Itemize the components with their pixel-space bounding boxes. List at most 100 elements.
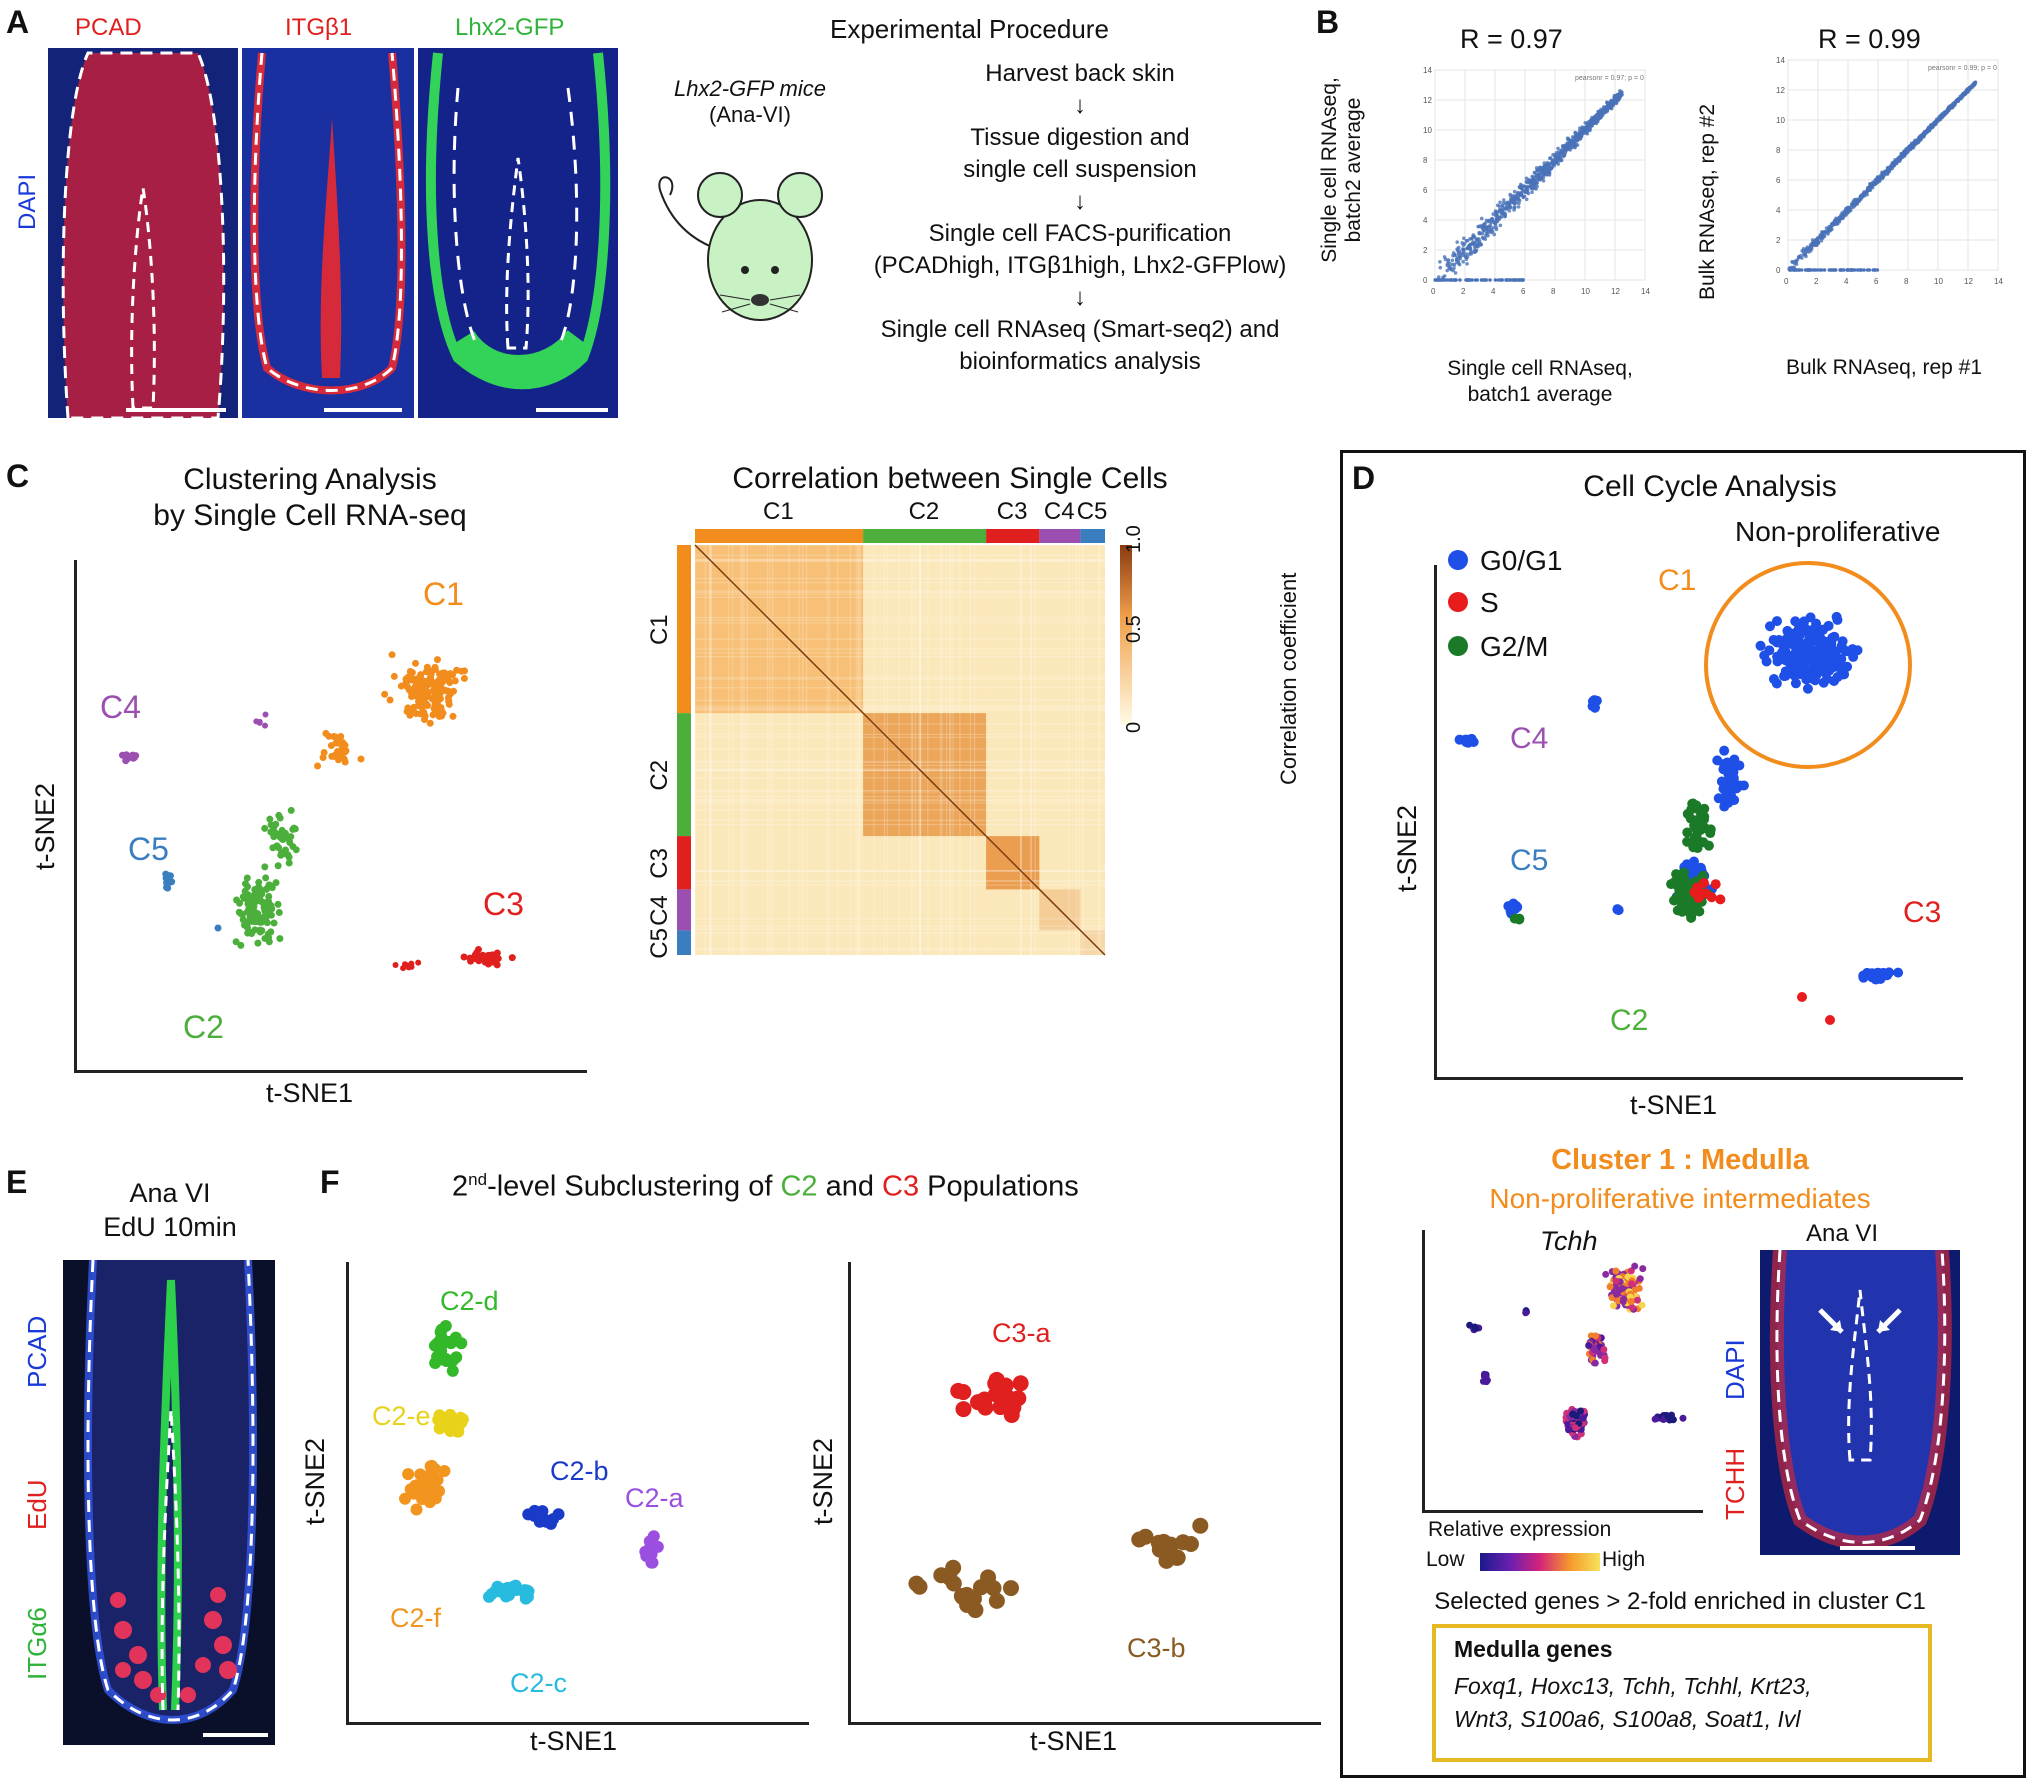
c1-point xyxy=(431,663,439,671)
g2m-point xyxy=(1672,905,1683,916)
c2-point xyxy=(244,891,252,899)
c1-point xyxy=(431,701,439,709)
tick-label-x: 4 xyxy=(1491,287,1496,296)
heatmap-row-label: C2 xyxy=(646,760,673,791)
d-cellcycle-plot: G0/G1 S G2/M C1 C4 C5 C3 C2 xyxy=(1448,545,1941,1037)
data-point xyxy=(1855,201,1859,206)
g0g1-point xyxy=(1823,653,1834,664)
data-point xyxy=(1833,268,1838,272)
d-dapi-label: DAPI xyxy=(1720,1339,1750,1400)
data-point xyxy=(1465,261,1469,266)
data-point xyxy=(1827,224,1832,229)
c2b-label: C2-b xyxy=(550,1456,609,1486)
c3-point xyxy=(400,965,407,972)
c2-point xyxy=(239,916,247,924)
tchh-point xyxy=(1679,1414,1687,1422)
g0g1-point xyxy=(1842,661,1853,672)
data-point xyxy=(1465,246,1470,250)
c1-point xyxy=(322,729,330,737)
data-point xyxy=(1507,278,1512,282)
tchh-point xyxy=(1612,1267,1620,1275)
data-point xyxy=(1609,104,1614,108)
stain-pcad: PCAD xyxy=(75,14,142,41)
c1-point xyxy=(420,709,428,717)
f-title-and: and xyxy=(817,1170,883,1203)
data-point xyxy=(1505,205,1509,210)
data-point xyxy=(1886,169,1890,173)
data-point xyxy=(1462,236,1466,241)
b-left-xlabel-2: batch1 average xyxy=(1467,383,1613,406)
data-point xyxy=(1512,189,1517,194)
corr-title: Correlation between Single Cells xyxy=(732,462,1168,495)
c3a-point xyxy=(1003,1406,1020,1423)
b-left-xlabel-1: Single cell RNAseq, xyxy=(1447,357,1633,380)
c2d-point xyxy=(450,1351,463,1364)
data-point xyxy=(1500,204,1505,209)
g0g1-point xyxy=(1802,683,1813,694)
data-point xyxy=(1459,251,1464,256)
c3a-point xyxy=(955,1401,972,1418)
c2-point xyxy=(233,896,241,904)
data-point xyxy=(1946,105,1951,110)
cluster-bar-top xyxy=(1039,529,1081,543)
c1-point xyxy=(453,666,461,674)
data-point xyxy=(1572,141,1577,145)
c2d-label: C2-d xyxy=(440,1286,499,1316)
c3a-point xyxy=(955,1384,972,1401)
data-point xyxy=(1549,165,1553,169)
data-point xyxy=(1805,249,1809,253)
g0g1-point xyxy=(1839,669,1850,680)
tick-label-y: 4 xyxy=(1423,216,1428,225)
data-point xyxy=(1489,230,1494,235)
data-point xyxy=(1823,230,1828,234)
data-point xyxy=(1838,268,1842,272)
c3a-point xyxy=(1010,1390,1027,1407)
c2-point xyxy=(284,835,292,843)
c2-point xyxy=(267,911,275,919)
colorbar-tick: 0 xyxy=(1123,722,1145,733)
pearson-note: pearsonr = 0.97; p = 0 xyxy=(1575,75,1644,82)
c2-point xyxy=(272,820,280,828)
f-c3-subcluster-plot: C3-a C3-b xyxy=(908,1318,1209,1663)
tchh-point xyxy=(1627,1298,1635,1306)
data-point xyxy=(1507,203,1512,207)
c2-point xyxy=(275,909,283,917)
c1-point xyxy=(408,693,416,701)
tick-label-x: 12 xyxy=(1611,287,1620,296)
g0g1-point xyxy=(1589,695,1600,706)
medulla-title: Medulla genes xyxy=(1454,1636,1613,1662)
data-point xyxy=(1516,205,1521,209)
c2f-point xyxy=(419,1487,432,1500)
data-point xyxy=(1814,243,1819,247)
data-point xyxy=(1611,100,1615,105)
data-point xyxy=(1516,190,1520,195)
data-point xyxy=(1554,160,1559,165)
c1-label: C1 xyxy=(423,576,464,612)
data-point xyxy=(1794,262,1799,266)
tchh-point xyxy=(1564,1426,1572,1434)
tchh-point xyxy=(1609,1302,1617,1310)
tchh-point xyxy=(1668,1416,1676,1424)
data-point xyxy=(1483,237,1488,241)
f-title-post: Populations xyxy=(919,1170,1079,1203)
c1-point xyxy=(436,670,444,678)
tchh-point xyxy=(1591,1332,1599,1340)
g2m-point xyxy=(1691,834,1702,845)
data-point xyxy=(1871,180,1875,185)
c1-point xyxy=(381,690,389,698)
data-point xyxy=(1461,243,1466,248)
c3b-label: C3-b xyxy=(1127,1633,1186,1663)
data-point xyxy=(1499,278,1503,282)
cluster-bar-left xyxy=(677,545,691,714)
g0g1-point xyxy=(1771,616,1782,627)
data-point xyxy=(1475,278,1479,282)
data-point xyxy=(1905,150,1909,155)
stain-lhx2: Lhx2-GFP xyxy=(455,14,565,41)
e-line-1: Ana VI xyxy=(129,1178,211,1208)
c3b-point xyxy=(1175,1534,1192,1551)
c1-point xyxy=(413,687,421,695)
data-point xyxy=(1560,149,1565,154)
data-point xyxy=(1590,120,1595,125)
c2-point xyxy=(245,907,253,915)
dapi-label: DAPI xyxy=(14,173,41,230)
